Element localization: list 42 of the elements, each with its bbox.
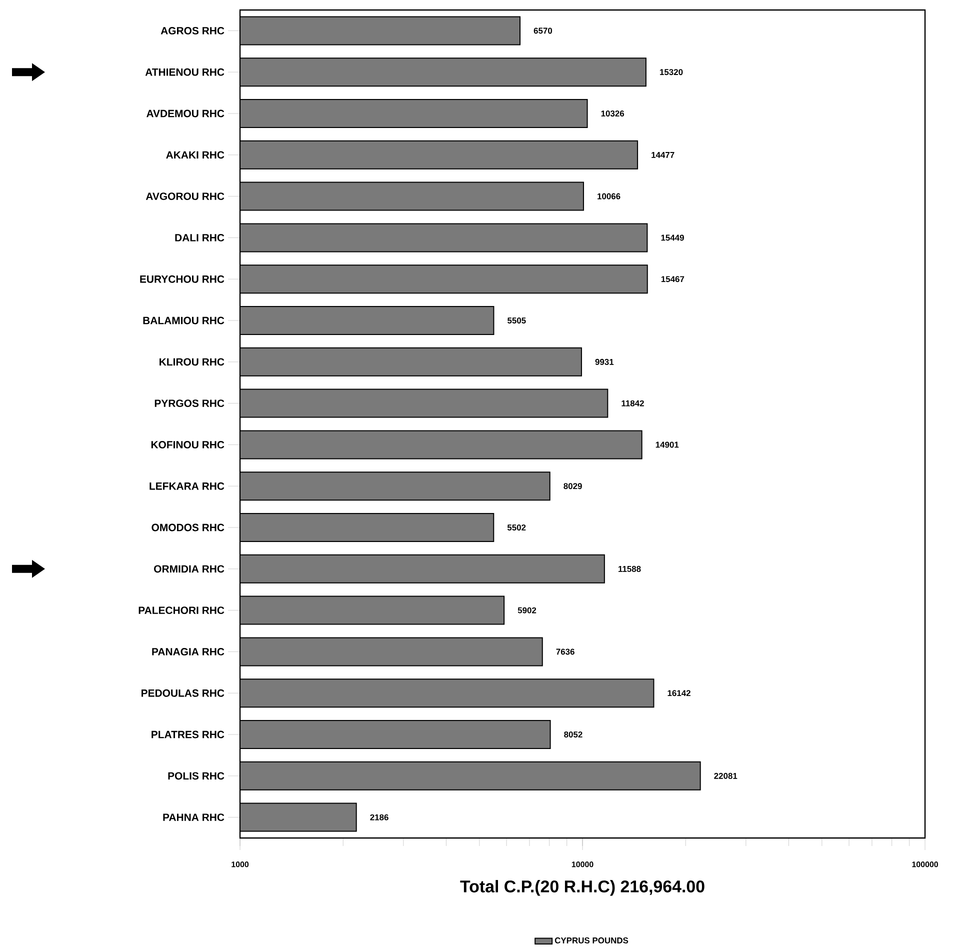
y-tick-label: ATHIENOU RHC <box>145 68 224 76</box>
data-label: 14477 <box>652 152 674 158</box>
data-label: 16142 <box>668 690 690 696</box>
data-label: 6570 <box>534 28 552 34</box>
data-label: 15320 <box>660 69 683 76</box>
y-tick-label: AVDEMOU RHC <box>146 110 224 118</box>
y-tick-label: ORMIDIA RHC <box>154 565 224 573</box>
data-label: 8029 <box>564 483 582 490</box>
y-tick-label: BALAMIOU RHC <box>143 316 224 324</box>
y-tick-label: AKAKI RHC <box>166 151 224 159</box>
x-axis-title: Total C.P.(20 R.H.C) 216,964.00 <box>460 880 704 896</box>
data-label: 22081 <box>714 773 738 779</box>
data-label: 11588 <box>618 566 641 572</box>
data-label: 8052 <box>564 732 582 738</box>
data-label: 10066 <box>598 193 620 200</box>
y-tick-label: AVGOROU RHC <box>146 192 224 200</box>
data-label: 15449 <box>661 234 684 241</box>
y-tick-label: AGROS RHC <box>160 27 224 35</box>
y-tick-label: POLIS RHC <box>168 772 224 780</box>
y-tick-label: PLATRES RHC <box>152 730 224 738</box>
y-tick-label: LEFKARA RHC <box>150 482 224 490</box>
data-label: 5502 <box>507 524 526 531</box>
y-tick-label: KLIROU RHC <box>160 358 224 366</box>
y-tick-label: PAHNA RHC <box>163 814 224 822</box>
data-label: 15467 <box>661 276 684 282</box>
data-label: 10326 <box>601 110 624 117</box>
y-tick-label: PANAGIA RHC <box>152 648 224 656</box>
data-label: 7636 <box>556 648 574 655</box>
y-tick-label: OMODOS RHC <box>152 524 224 532</box>
legend-label: CYPRUS POUNDS <box>554 938 628 944</box>
data-label: 11842 <box>622 400 644 406</box>
y-tick-label: PEDOULAS RHC <box>142 690 224 697</box>
data-label: 2186 <box>370 814 388 820</box>
y-tick-label: PYRGOS RHC <box>154 400 224 408</box>
data-label: 9931 <box>595 359 614 365</box>
y-tick-label: KOFINOU RHC <box>151 441 224 449</box>
y-tick-label: DALI RHC <box>175 234 224 242</box>
data-label: 5505 <box>508 318 526 324</box>
data-label: 5902 <box>518 607 536 614</box>
y-tick-label: EURYCHOU RHC <box>140 276 224 283</box>
y-tick-label: PALECHORI RHC <box>138 606 224 614</box>
data-label: 14901 <box>656 442 679 448</box>
